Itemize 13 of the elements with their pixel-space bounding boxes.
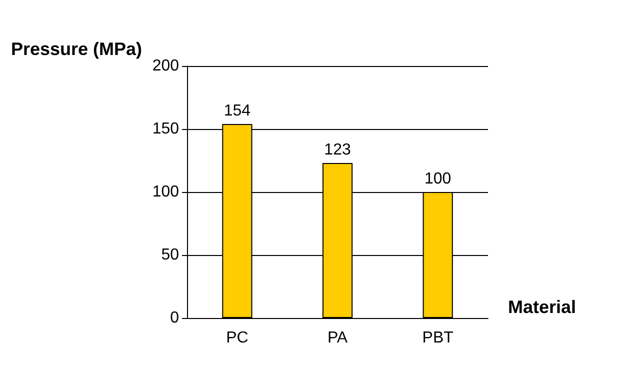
- data-label: 100: [424, 170, 452, 188]
- x-tick-label: PBT: [422, 330, 454, 346]
- x-tick-label: PC: [226, 330, 248, 346]
- y-tick-label: 150: [152, 120, 180, 138]
- x-tick-label: PA: [327, 330, 348, 346]
- x-axis-title: Material: [508, 297, 576, 317]
- y-tick-label: 50: [161, 246, 180, 264]
- y-tick-label: 100: [152, 184, 180, 200]
- data-label: 123: [324, 142, 351, 159]
- y-tick-label: 0: [170, 310, 180, 326]
- y-axis-title: Pressure (MPa): [10, 39, 142, 59]
- data-label: 154: [224, 102, 251, 120]
- y-tick-label: 200: [152, 58, 180, 74]
